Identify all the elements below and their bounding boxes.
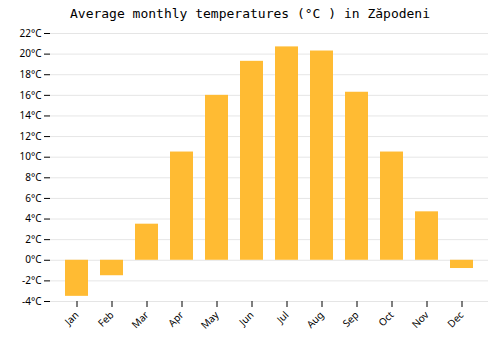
svg-text:Oct: Oct [375,308,397,330]
svg-text:Jan: Jan [61,308,82,329]
svg-text:Dec: Dec [444,308,467,331]
svg-text:18°C: 18°C [19,67,42,81]
svg-text:Apr: Apr [165,308,187,330]
svg-text:Feb: Feb [94,308,116,330]
svg-text:16°C: 16°C [19,88,42,102]
svg-text:20°C: 20°C [19,46,42,60]
svg-text:10°C: 10°C [19,149,42,163]
svg-text:May: May [197,307,222,332]
svg-text:22°C: 22°C [19,26,42,40]
svg-text:-4°C: -4°C [22,294,42,308]
svg-text:14°C: 14°C [19,108,42,122]
svg-text:Jul: Jul [273,308,292,327]
svg-text:0°C: 0°C [25,252,42,266]
svg-text:6°C: 6°C [25,191,42,205]
svg-text:8°C: 8°C [25,170,42,184]
html-text:Average monthly temperatures (: Average monthly temperatures (°C ) in Ză… [70,6,430,21]
svg-text:Mar: Mar [128,308,151,331]
svg-text:Aug: Aug [303,308,326,331]
svg-text:-2°C: -2°C [22,273,42,287]
svg-text:2°C: 2°C [25,232,42,246]
svg-text:Nov: Nov [408,307,432,331]
svg-text:Sep: Sep [339,308,361,330]
svg-text:Jun: Jun [235,308,256,329]
svg-text:4°C: 4°C [25,211,42,225]
svg-text:12°C: 12°C [19,129,42,143]
